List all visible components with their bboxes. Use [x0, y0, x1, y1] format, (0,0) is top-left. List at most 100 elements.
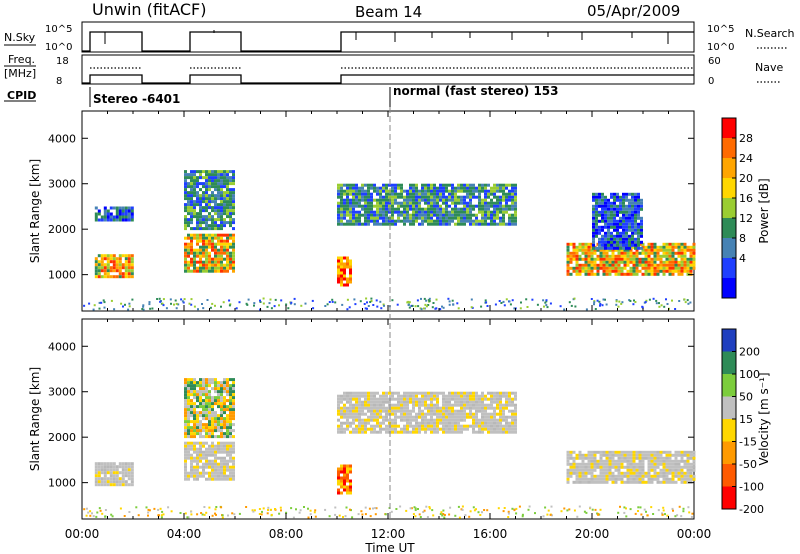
data-cell: [575, 474, 579, 478]
data-cell: [472, 506, 475, 509]
data-cell: [214, 387, 217, 391]
data-cell: [617, 450, 621, 454]
data-cell: [493, 409, 496, 413]
data-cell: [190, 510, 193, 513]
data-cell: [121, 212, 125, 216]
data-cell: [593, 301, 596, 304]
data-cell: [442, 391, 445, 395]
data-cell: [346, 418, 349, 422]
data-cell: [193, 254, 196, 258]
data-cell: [343, 265, 346, 269]
data-cell: [623, 257, 627, 261]
data-cell: [478, 201, 481, 205]
data-cell: [370, 394, 373, 398]
data-cell: [638, 459, 642, 463]
data-cell: [385, 412, 388, 416]
data-cell: [472, 189, 475, 193]
data-cell: [205, 453, 208, 457]
data-cell: [223, 239, 226, 243]
data-cell: [130, 263, 134, 267]
data-cell: [391, 213, 394, 217]
data-cell: [647, 266, 651, 270]
data-cell: [159, 507, 162, 510]
data-cell: [599, 477, 603, 481]
data-cell: [340, 186, 343, 190]
data-cell: [430, 216, 433, 220]
data-cell: [205, 423, 208, 427]
data-cell: [466, 219, 469, 223]
data-cell: [514, 201, 517, 205]
data-cell: [608, 263, 612, 267]
data-cell: [266, 512, 269, 515]
data-cell: [406, 400, 409, 404]
data-cell: [460, 219, 463, 223]
data-cell: [208, 179, 211, 183]
colorbar-tick-label: -50: [739, 458, 757, 471]
data-cell: [424, 195, 427, 199]
data-cell: [190, 298, 193, 301]
data-cell: [578, 474, 582, 478]
data-cell: [625, 515, 628, 518]
data-cell: [610, 243, 613, 247]
data-cell: [481, 216, 484, 220]
data-cell: [142, 305, 145, 308]
data-cell: [601, 210, 604, 214]
data-cell: [460, 391, 463, 395]
data-cell: [226, 179, 229, 183]
data-cell: [621, 301, 624, 304]
data-cell: [590, 480, 594, 484]
data-cell: [184, 384, 187, 388]
data-cell: [484, 195, 487, 199]
data-cell: [602, 471, 606, 475]
data-cell: [337, 262, 340, 266]
data-cell: [641, 462, 645, 466]
data-cell: [217, 465, 220, 469]
data-cell: [637, 204, 640, 208]
data-cell: [97, 471, 101, 475]
data-cell: [190, 212, 193, 216]
data-cell: [199, 212, 202, 216]
data-cell: [662, 245, 666, 249]
data-cell: [472, 219, 475, 223]
power-ylabel: Slant Range [km]: [28, 159, 42, 263]
data-cell: [205, 194, 208, 198]
data-cell: [391, 204, 394, 208]
data-cell: [424, 192, 427, 196]
data-cell: [595, 228, 598, 232]
data-cell: [358, 397, 361, 401]
data-cell: [214, 378, 217, 382]
data-cell: [217, 233, 220, 237]
data-cell: [208, 402, 211, 406]
data-cell: [499, 412, 502, 416]
data-cell: [656, 474, 660, 478]
data-cell: [400, 186, 403, 190]
data-cell: [445, 219, 448, 223]
data-cell: [662, 254, 666, 258]
data-cell: [641, 266, 645, 270]
data-cell: [406, 210, 409, 214]
data-cell: [481, 183, 484, 187]
data-cell: [373, 418, 376, 422]
data-cell: [569, 272, 573, 276]
data-cell: [637, 237, 640, 241]
data-cell: [418, 391, 421, 395]
data-cell: [632, 456, 636, 460]
data-cell: [662, 248, 666, 252]
data-cell: [183, 298, 186, 301]
data-cell: [445, 186, 448, 190]
data-cell: [421, 198, 424, 202]
data-cell: [543, 305, 545, 308]
data-cell: [409, 198, 412, 202]
data-cell: [584, 266, 588, 270]
data-cell: [656, 263, 660, 267]
data-cell: [615, 300, 618, 303]
data-cell: [599, 260, 603, 264]
data-cell: [493, 210, 496, 214]
data-cell: [184, 462, 187, 466]
data-cell: [596, 480, 600, 484]
data-cell: [376, 305, 379, 308]
colorbar-swatch: [722, 178, 736, 199]
data-cell: [545, 304, 548, 307]
data-cell: [208, 429, 211, 433]
data-cell: [677, 471, 681, 475]
